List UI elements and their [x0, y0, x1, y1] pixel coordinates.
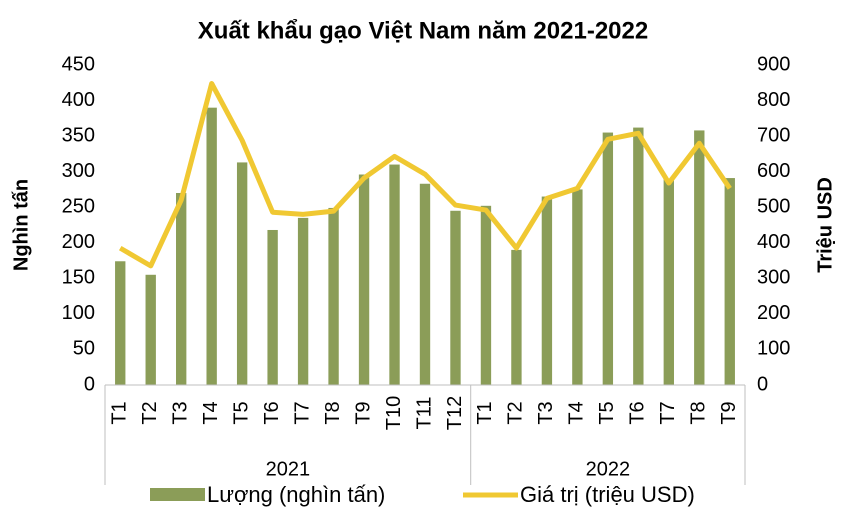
bar: [419, 183, 431, 385]
x-tick-label: T3: [535, 401, 557, 424]
y-tick-label: 350: [62, 124, 95, 146]
x-tick-label: T1: [109, 401, 131, 424]
x-tick-label: T7: [657, 401, 679, 424]
y2-axis-label: Triệu USD: [814, 177, 836, 273]
bar: [297, 217, 309, 385]
bar: [115, 261, 126, 385]
x-tick-label: T6: [261, 401, 283, 424]
y2-tick-label: 600: [757, 160, 790, 182]
x-tick-label: T5: [230, 401, 252, 424]
bar: [236, 162, 248, 385]
x-tick-label: T11: [413, 397, 435, 430]
y-tick-label: 150: [62, 267, 95, 289]
y2-tick-label: 100: [757, 338, 790, 360]
bar: [633, 127, 644, 386]
y-axis-label: Nghìn tấn: [10, 179, 32, 271]
y-tick-label: 400: [62, 89, 95, 111]
y-tick-label: 300: [62, 160, 95, 182]
y-tick-label: 100: [62, 302, 95, 324]
y2-tick-label: 300: [757, 267, 790, 289]
y-tick-label: 50: [73, 338, 95, 360]
y2-tick-label: 200: [757, 302, 790, 324]
bar: [663, 178, 674, 385]
y2-tick-label: 500: [757, 196, 790, 218]
legend-label: Giá trị (triệu USD): [520, 482, 695, 507]
x-tick-label: T4: [566, 401, 588, 424]
x-tick-label: T12: [444, 396, 466, 430]
x-tick-label: T9: [718, 401, 740, 424]
y2-tick-label: 0: [757, 373, 768, 395]
x-tick-label: T5: [596, 401, 618, 424]
legend-label: Lượng (nghìn tấn): [207, 482, 385, 507]
x-tick-label: T10: [383, 396, 405, 430]
bar: [602, 132, 614, 385]
x-tick-label: T2: [139, 401, 161, 424]
group-label: 2022: [586, 458, 631, 480]
x-tick-label: T1: [474, 401, 496, 424]
y-tick-label: 250: [62, 196, 95, 218]
bar: [358, 174, 370, 385]
line: [118, 80, 732, 269]
bar: [724, 178, 735, 385]
bar: [572, 189, 583, 385]
y2-tick-label: 900: [757, 53, 790, 75]
x-tick-label: T3: [169, 401, 191, 424]
bar: [450, 210, 461, 385]
x-tick-label: T8: [688, 401, 710, 424]
y-tick-label: 0: [84, 373, 95, 395]
bar: [206, 107, 217, 386]
y2-tick-label: 400: [757, 231, 790, 253]
y2-tick-label: 800: [757, 89, 790, 111]
bar: [328, 207, 339, 385]
y2-tick-label: 700: [757, 124, 790, 146]
bar: [511, 249, 522, 385]
bar: [541, 196, 553, 385]
y-tick-label: 450: [62, 53, 95, 75]
group-label: 2021: [266, 458, 311, 480]
x-tick-label: T9: [352, 401, 374, 424]
x-tick-label: T4: [200, 401, 222, 424]
x-tick-label: T2: [505, 401, 527, 424]
bar: [480, 205, 492, 385]
legend-swatch: [150, 488, 205, 501]
x-tick-label: T8: [322, 401, 344, 424]
x-tick-label: T7: [291, 401, 313, 424]
chart-title: Xuất khẩu gạo Việt Nam năm 2021-2022: [198, 17, 648, 44]
bar: [267, 229, 278, 385]
bar: [694, 130, 705, 385]
bar: [176, 193, 187, 385]
bar: [389, 164, 400, 385]
x-tick-label: T6: [627, 401, 649, 424]
y-tick-label: 200: [62, 231, 95, 253]
bar: [145, 274, 156, 385]
